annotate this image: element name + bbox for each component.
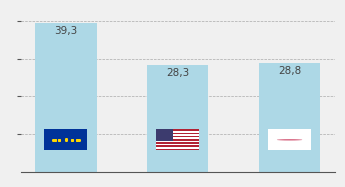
Bar [156,136,199,137]
Bar [156,142,199,144]
Bar [156,147,199,149]
Text: 28,3: 28,3 [166,68,189,78]
Bar [156,129,199,131]
Bar [156,144,199,145]
Bar [147,65,208,172]
Bar [45,129,87,150]
Bar [259,63,321,172]
Bar [156,129,174,141]
Bar [35,23,97,172]
Text: 39,3: 39,3 [54,26,77,36]
Bar [156,133,199,134]
Bar [156,141,199,142]
Bar [156,145,199,147]
Bar [156,149,199,150]
Bar [156,134,199,136]
Bar [156,139,199,141]
Text: 28,8: 28,8 [278,66,301,76]
Bar [268,129,311,150]
Bar [156,131,199,133]
Bar [156,137,199,139]
